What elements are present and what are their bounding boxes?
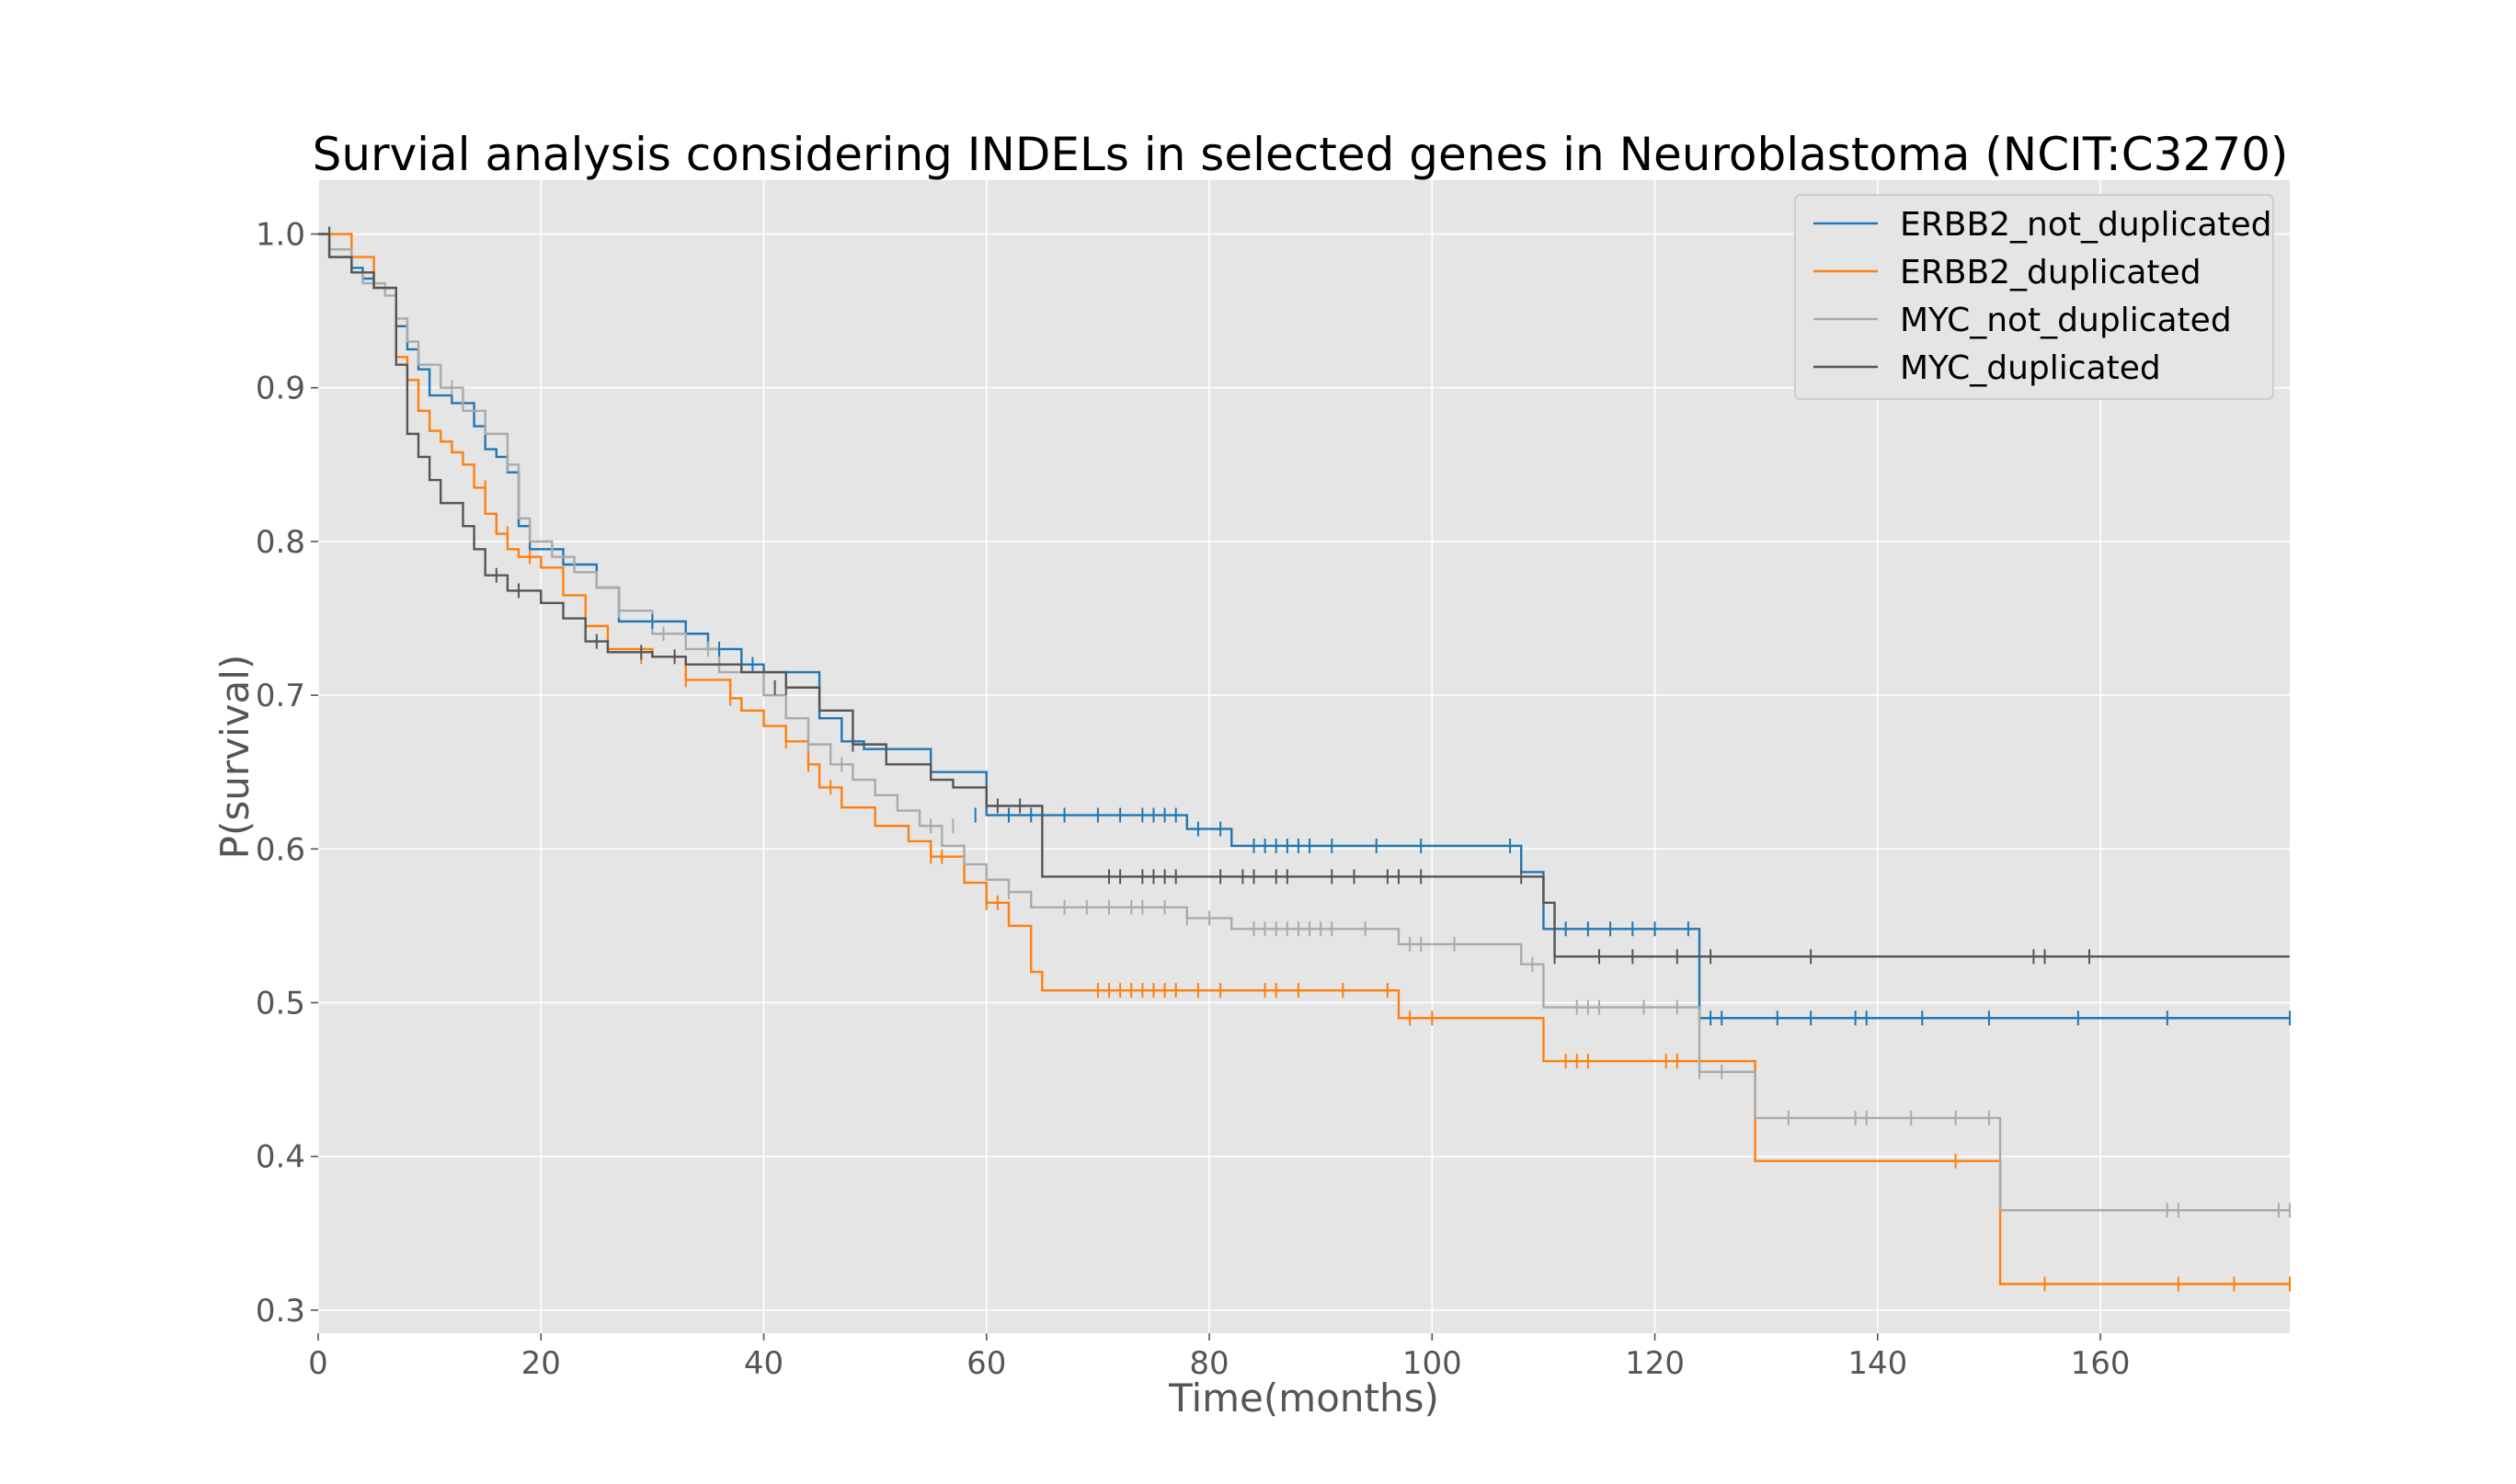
legend: ERBB2_not_duplicated ERBB2_duplicated MYC_… bbox=[1794, 194, 2274, 400]
x-tick-label: 140 bbox=[1847, 1345, 1907, 1382]
y-axis-ticks: 0.3 0.4 0.5 0.6 0.7 0.8 0.9 1.0 bbox=[256, 217, 318, 1330]
legend-label: MYC_not_duplicated bbox=[1900, 302, 2232, 339]
x-tick-label: 40 bbox=[744, 1345, 783, 1382]
x-tick-label: 0 bbox=[308, 1345, 328, 1382]
x-axis-label: Time(months) bbox=[1168, 1376, 1439, 1421]
series-line-MYC_not_duplicated bbox=[318, 233, 2290, 1212]
x-tick-label: 60 bbox=[966, 1345, 1006, 1382]
x-tick-label: 20 bbox=[521, 1345, 561, 1382]
y-tick-label: 0.6 bbox=[256, 831, 305, 868]
legend-label: ERBB2_not_duplicated bbox=[1900, 206, 2272, 244]
legend-box bbox=[1794, 194, 2274, 400]
y-tick-label: 1.0 bbox=[256, 217, 305, 254]
chart-title: Survial analysis considering INDELs in s… bbox=[313, 128, 2289, 181]
x-axis-ticks: 0 20 40 60 80 100 120 140 160 bbox=[308, 1333, 2131, 1382]
y-tick-label: 0.7 bbox=[256, 678, 305, 714]
series-line-ERBB2_duplicated bbox=[318, 233, 2290, 1285]
legend-label: ERBB2_duplicated bbox=[1900, 254, 2202, 291]
y-tick-label: 0.8 bbox=[256, 524, 305, 561]
y-axis-label: P(survival) bbox=[212, 655, 257, 860]
y-tick-label: 0.4 bbox=[256, 1139, 305, 1176]
y-tick-label: 0.3 bbox=[256, 1293, 305, 1330]
y-tick-label: 0.5 bbox=[256, 986, 305, 1022]
y-tick-label: 0.9 bbox=[256, 371, 305, 407]
censor-marks bbox=[328, 226, 2291, 1292]
x-tick-label: 100 bbox=[1402, 1345, 1462, 1382]
x-tick-label: 80 bbox=[1189, 1345, 1229, 1382]
series-lines bbox=[318, 233, 2290, 1285]
x-tick-label: 120 bbox=[1625, 1345, 1685, 1382]
x-tick-label: 160 bbox=[2071, 1345, 2131, 1382]
legend-label: MYC_duplicated bbox=[1900, 349, 2161, 387]
series-line-MYC_duplicated bbox=[318, 233, 2290, 958]
